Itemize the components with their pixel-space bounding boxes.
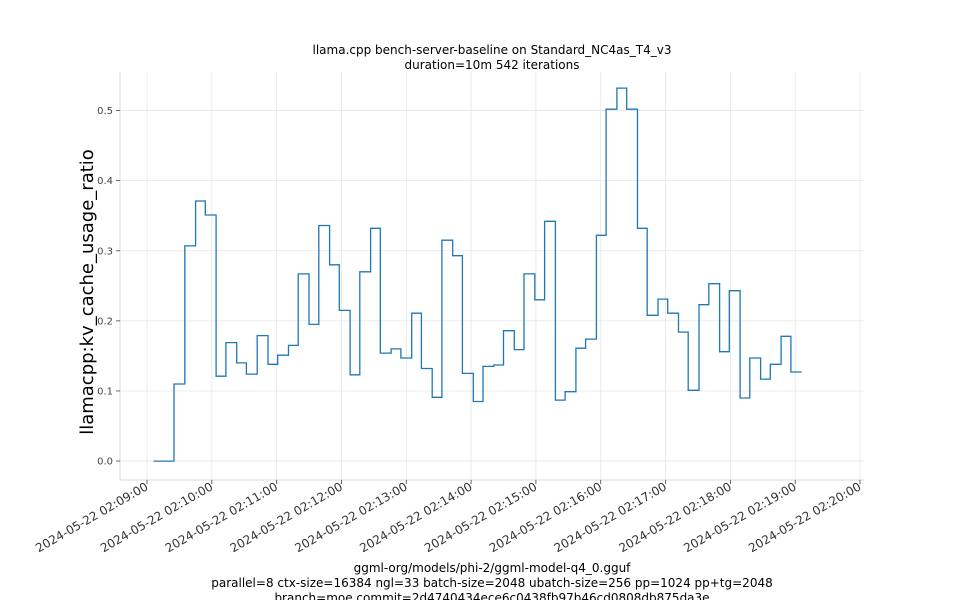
data-point [739,397,741,399]
chart-subtitle: duration=10m 542 iterations [405,58,580,72]
data-point [555,399,557,401]
data-point [411,312,413,314]
data-point [596,235,598,237]
data-point [329,264,331,266]
data-point [473,401,475,403]
x-tick-label: 2024-05-22 02:19:00 [681,479,798,555]
data-point [421,368,423,370]
x-tick-label: 2024-05-22 02:11:00 [163,479,280,555]
x-axis-label-branch: branch=moe commit=2d4740434ece6c0438fb97… [274,591,709,600]
data-point [339,310,341,312]
data-point [400,357,402,359]
x-tick-label: 2024-05-22 02:09:00 [33,479,150,555]
data-point [534,299,536,301]
data-point [153,460,155,462]
data-point [637,228,639,230]
data-point [780,336,782,338]
data-point [349,374,351,376]
data-point [318,225,320,227]
data-point [277,354,279,356]
data-point [657,298,659,300]
y-tick-label: 0.0 [97,457,113,468]
data-point [195,200,197,202]
y-tick-label: 0.1 [97,386,113,397]
data-point [380,352,382,354]
series-group [153,87,803,462]
y-axis-ticks: 0.0 0.1 0.2 0.3 0.4 0.5 [97,106,120,468]
data-point [503,330,505,332]
data-point [605,108,607,110]
x-tick-label: 2024-05-22 02:16:00 [487,479,604,555]
data-point [441,239,443,241]
data-point [667,312,669,314]
data-point [749,357,751,359]
data-point [359,271,361,273]
x-tick-label: 2024-05-22 02:20:00 [746,479,863,555]
data-point [719,351,721,353]
y-axis-label: llamacpp:kv_cache_usage_ratio [77,149,98,435]
data-point [801,371,803,373]
x-tick-label: 2024-05-22 02:15:00 [422,479,539,555]
x-tick-label: 2024-05-22 02:18:00 [616,479,733,555]
x-tick-label: 2024-05-22 02:12:00 [228,479,345,555]
data-point [575,347,577,349]
data-point [370,228,372,230]
x-axis-label-params: parallel=8 ctx-size=16384 ngl=33 batch-s… [211,576,772,590]
plot-axes [119,72,864,481]
data-point [790,371,792,373]
data-point [236,362,238,364]
data-point [308,324,310,326]
x-tick-label: 2024-05-22 02:14:00 [357,479,474,555]
data-point [698,304,700,306]
data-point [462,373,464,375]
data-point [246,373,248,375]
data-point [431,397,433,399]
x-axis-label-model: ggml-org/models/phi-2/ggml-model-q4_0.gg… [354,561,632,575]
series-line [153,87,802,462]
data-point [215,375,217,377]
data-point [482,366,484,368]
data-point [225,342,227,344]
data-point [729,290,731,292]
data-point [256,335,258,337]
y-tick-label: 0.2 [97,316,113,327]
data-point [493,364,495,366]
data-point [564,391,566,393]
data-point [585,338,587,340]
x-tick-label: 2024-05-22 02:17:00 [552,479,669,555]
data-point [173,383,175,385]
data-point [205,214,207,216]
data-point [267,364,269,366]
data-point [544,221,546,223]
data-point [297,273,299,275]
data-point [687,390,689,392]
data-point [678,331,680,333]
data-point [770,364,772,366]
data-point [514,349,516,351]
data-point [626,108,628,110]
data-point [616,87,618,89]
data-point [288,345,290,347]
data-point [184,245,186,247]
y-tick-label: 0.5 [97,106,113,117]
data-point [646,315,648,317]
chart-title: llama.cpp bench-server-baseline on Stand… [313,43,672,57]
grid-lines [120,72,864,480]
data-point [390,348,392,350]
data-point [452,255,454,257]
data-point [760,378,762,380]
data-point [708,283,710,285]
data-point [523,273,525,275]
y-tick-label: 0.4 [97,176,113,187]
y-tick-label: 0.3 [97,246,113,257]
x-tick-label: 2024-05-22 02:10:00 [98,479,215,555]
x-tick-label: 2024-05-22 02:13:00 [292,479,409,555]
